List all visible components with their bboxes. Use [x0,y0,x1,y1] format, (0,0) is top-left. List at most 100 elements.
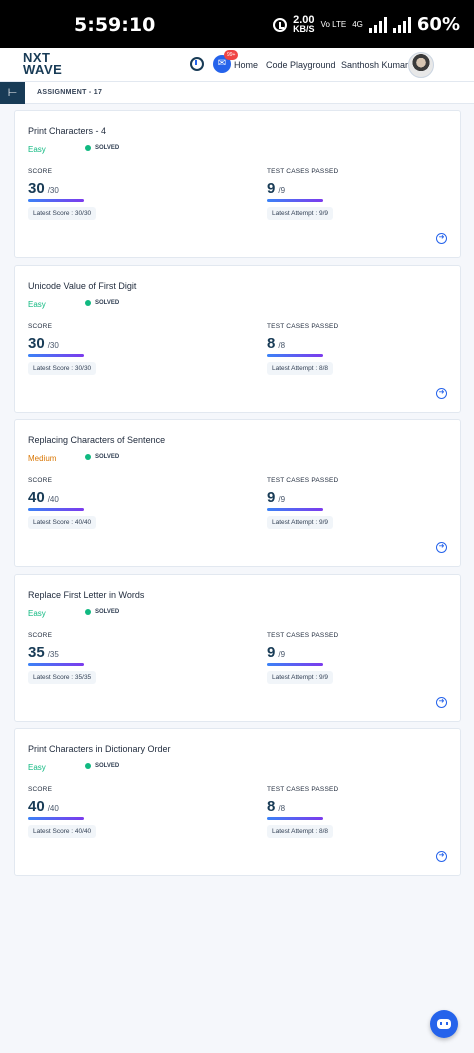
score-number: 35 [28,643,45,661]
tests-label: TEST CASES PASSED [267,322,339,330]
question-title[interactable]: Replace First Letter in Words [28,589,145,600]
assignment-header: ⊢ ASSIGNMENT - 17 [0,82,474,104]
arrow-right-circle-icon[interactable]: ➜ [436,387,447,399]
question-list: Print Characters - 4 Easy SOLVED SCORE 3… [14,110,461,883]
score-section: SCORE 30 /30 Latest Score : 30/30 [28,323,97,375]
question-title[interactable]: Replacing Characters of Sentence [28,435,166,445]
score-number: 30 [28,334,45,352]
chatbot-icon[interactable] [430,1010,458,1038]
score-label: SCORE [28,477,53,484]
nav-code-playground-link[interactable]: Code Playground [266,60,336,70]
volte-indicator: Vo LTE [320,20,347,29]
question-card[interactable]: Replacing Characters of Sentence Medium … [14,419,461,567]
question-card[interactable]: Print Characters - 4 Easy SOLVED SCORE 3… [14,110,461,258]
status-text: SOLVED [95,454,120,460]
score-progress-fill [28,353,84,357]
status-icons: 2.00 KB/S Vo LTE 4G 60% [273,14,460,35]
tests-value: 8 /8 [267,335,338,352]
tests-section: TEST CASES PASSED 8 /8 Latest Attempt : … [267,323,338,375]
arrow-right-circle-icon[interactable]: ➜ [436,851,447,862]
nxtwave-logo[interactable]: NXT WAVE [23,50,63,77]
score-section: SCORE 35 /35 Latest Score : 35/35 [28,632,97,684]
latest-attempt: Latest Attempt : 9/9 [267,516,334,529]
question-card[interactable]: Unicode Value of First Digit Easy SOLVED… [14,264,461,413]
tests-section: TEST CASES PASSED 9 /9 Latest Attempt : … [267,168,338,220]
difficulty-label: Easy [28,763,46,772]
tests-progress-bar [267,199,323,202]
question-title[interactable]: Print Characters - 4 [28,126,107,136]
latest-score: Latest Score : 30/30 [28,207,97,220]
alarm-icon [273,17,288,32]
tests-section: TEST CASES PASSED 8 /8 Latest Attempt : … [267,786,338,838]
question-card[interactable]: Print Characters in Dictionary Order Eas… [14,728,461,876]
tests-number: 9 [267,180,276,197]
latest-score: Latest Score : 35/35 [28,670,97,684]
status-badge: SOLVED [85,145,119,151]
timer-icon[interactable] [190,57,204,71]
status-badge: SOLVED [85,299,119,306]
tests-max: /9 [278,495,286,504]
tests-progress-fill [267,199,323,202]
latest-attempt: Latest Attempt : 9/9 [267,670,334,684]
status-text: SOLVED [95,608,120,615]
arrow-right-circle-icon[interactable]: ➜ [436,542,447,553]
sim-network-type: 4G [352,20,363,29]
net-speed: 2.00 KB/S [293,13,315,34]
score-value: 30 /30 [28,180,96,197]
score-label: SCORE [28,786,53,793]
arrow-right-circle-icon[interactable]: ➜ [436,696,447,708]
score-section: SCORE 30 /30 Latest Score : 30/30 [28,168,97,220]
score-value: 40 /40 [28,489,96,506]
tests-progress-fill [267,508,323,511]
score-value: 30 /30 [28,335,96,352]
latest-attempt: Latest Attempt : 9/9 [267,207,334,220]
status-text: SOLVED [95,145,120,151]
latest-score: Latest Score : 40/40 [28,825,97,838]
score-progress-bar [28,353,84,357]
score-progress-fill [28,817,84,820]
tests-max: /9 [278,186,286,195]
tests-number: 8 [267,798,276,815]
latest-attempt: Latest Attempt : 8/8 [267,361,334,375]
question-title[interactable]: Print Characters in Dictionary Order [28,744,171,754]
tests-progress-fill [267,662,323,666]
top-navbar: NXT WAVE ✉ 99+ Home Code Playground Sant… [0,48,474,82]
tests-section: TEST CASES PASSED 9 /9 Latest Attempt : … [267,632,338,684]
sidebar-toggle-icon[interactable]: ⊢ [0,82,25,104]
tests-max: /9 [278,649,286,659]
tests-max: /8 [278,804,286,813]
signal-icon-2 [392,16,411,33]
tests-number: 9 [267,643,276,661]
score-progress-bar [28,817,84,820]
score-progress-bar [28,508,84,511]
question-title[interactable]: Unicode Value of First Digit [28,280,137,291]
avatar[interactable] [408,52,434,78]
tests-value: 9 /9 [267,644,338,661]
tests-progress-bar [267,662,323,666]
solved-dot-icon [85,608,91,615]
arrow-right-circle-icon[interactable]: ➜ [436,233,447,244]
score-progress-bar [28,662,84,666]
difficulty-label: Easy [28,608,46,618]
nav-home-link[interactable]: Home [234,60,259,70]
tests-label: TEST CASES PASSED [267,477,339,484]
tests-progress-fill [267,353,323,357]
score-progress-fill [28,199,84,202]
tests-number: 9 [267,489,276,506]
score-number: 40 [28,489,45,506]
difficulty-label: Easy [28,299,46,309]
solved-dot-icon [85,145,91,151]
question-card[interactable]: Replace First Letter in Words Easy SOLVE… [14,573,461,722]
status-badge: SOLVED [85,454,119,460]
tests-progress-fill [267,817,323,820]
score-number: 30 [28,180,45,197]
solved-dot-icon [85,763,91,769]
score-number: 40 [28,798,45,815]
assignment-title: ASSIGNMENT - 17 [37,89,103,96]
score-max: /40 [47,495,59,504]
tests-max: /8 [278,340,286,350]
solved-dot-icon [85,299,91,306]
user-name[interactable]: Santhosh Kumar [341,60,409,70]
score-progress-fill [28,508,84,511]
status-badge: SOLVED [85,608,120,615]
